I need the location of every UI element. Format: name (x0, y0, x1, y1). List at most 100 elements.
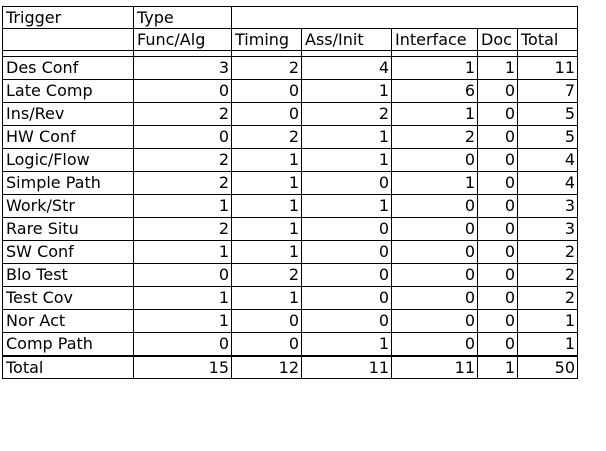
row-label: Test Cov (2, 286, 134, 310)
row-value: 1 (391, 102, 478, 126)
row-value: 2 (231, 56, 302, 80)
header-interface: Interface (391, 28, 478, 51)
row-value: 4 (517, 171, 578, 195)
row-value: 0 (391, 263, 478, 287)
row-label: SW Conf (2, 240, 134, 264)
header-ass-init: Ass/Init (301, 28, 392, 51)
row-value: 1 (391, 171, 478, 195)
row-value: 5 (517, 102, 578, 126)
table-row: Nor Act 1 0 0 0 0 1 (2, 309, 578, 333)
total-value: 50 (517, 355, 578, 379)
row-value: 0 (477, 148, 518, 172)
row-value: 5 (517, 125, 578, 149)
row-value: 0 (477, 263, 518, 287)
row-label: Comp Path (2, 332, 134, 357)
row-value: 0 (133, 79, 232, 103)
table-row: Ins/Rev 2 0 2 1 0 5 (2, 102, 578, 126)
row-value: 0 (301, 217, 392, 241)
total-value: 15 (133, 355, 232, 379)
row-value: 1 (517, 309, 578, 333)
row-value: 2 (133, 171, 232, 195)
header-row-2: Func/Alg Timing Ass/Init Interface Doc Total (2, 28, 578, 51)
row-value: 1 (231, 171, 302, 195)
header-trigger: Trigger (2, 6, 134, 29)
row-value: 7 (517, 79, 578, 103)
row-value: 2 (517, 286, 578, 310)
row-label: Logic/Flow (2, 148, 134, 172)
table-row: Late Comp 0 0 1 6 0 7 (2, 79, 578, 103)
row-value: 0 (391, 217, 478, 241)
header-blank (231, 6, 578, 29)
row-value: 1 (391, 56, 478, 80)
total-value: 11 (391, 355, 478, 379)
trigger-type-table: Trigger Type Func/Alg Timing Ass/Init Interfa… (2, 6, 578, 379)
table-row: Test Cov 1 1 0 0 0 2 (2, 286, 578, 310)
header-type: Type (133, 6, 232, 29)
row-value: 0 (231, 102, 302, 126)
header-timing: Timing (231, 28, 302, 51)
row-value: 2 (133, 148, 232, 172)
row-label: Rare Situ (2, 217, 134, 241)
row-label: HW Conf (2, 125, 134, 149)
row-value: 1 (231, 194, 302, 218)
row-value: 0 (477, 125, 518, 149)
row-value: 6 (391, 79, 478, 103)
total-row: Total 15 12 11 11 1 50 (2, 355, 578, 379)
row-value: 0 (477, 102, 518, 126)
row-value: 1 (301, 194, 392, 218)
row-label: Des Conf (2, 56, 134, 80)
row-value: 0 (301, 263, 392, 287)
row-value: 2 (391, 125, 478, 149)
total-value: 1 (477, 355, 518, 379)
row-value: 2 (231, 263, 302, 287)
row-value: 0 (231, 79, 302, 103)
row-value: 1 (477, 56, 518, 80)
header-empty (2, 28, 134, 51)
table-row: HW Conf 0 2 1 2 0 5 (2, 125, 578, 149)
row-value: 0 (477, 240, 518, 264)
row-value: 0 (301, 240, 392, 264)
header-separator (2, 50, 578, 57)
table-row: Blo Test 0 2 0 0 0 2 (2, 263, 578, 287)
row-value: 0 (477, 194, 518, 218)
table-row: Rare Situ 2 1 0 0 0 3 (2, 217, 578, 241)
row-label: Work/Str (2, 194, 134, 218)
row-value: 4 (517, 148, 578, 172)
row-value: 1 (301, 332, 392, 357)
row-value: 0 (477, 79, 518, 103)
row-value: 0 (391, 332, 478, 357)
row-label: Late Comp (2, 79, 134, 103)
row-value: 0 (391, 286, 478, 310)
row-value: 2 (133, 217, 232, 241)
row-value: 1 (133, 240, 232, 264)
total-value: 12 (231, 355, 302, 379)
row-value: 2 (133, 102, 232, 126)
row-value: 2 (301, 102, 392, 126)
row-value: 2 (517, 263, 578, 287)
row-value: 11 (517, 56, 578, 80)
table-row: SW Conf 1 1 0 0 0 2 (2, 240, 578, 264)
row-value: 4 (301, 56, 392, 80)
row-value: 2 (517, 240, 578, 264)
row-value: 0 (133, 263, 232, 287)
row-value: 1 (301, 79, 392, 103)
table-row: Comp Path 0 0 1 0 0 1 (2, 332, 578, 357)
row-value: 0 (301, 286, 392, 310)
row-value: 0 (391, 240, 478, 264)
table-row: Simple Path 2 1 0 1 0 4 (2, 171, 578, 195)
header-doc: Doc (477, 28, 518, 51)
row-value: 0 (301, 309, 392, 333)
header-row-1: Trigger Type (2, 6, 578, 29)
row-value: 1 (133, 194, 232, 218)
table-row: Logic/Flow 2 1 1 0 0 4 (2, 148, 578, 172)
row-value: 0 (133, 332, 232, 357)
row-value: 0 (231, 309, 302, 333)
header-total: Total (517, 28, 578, 51)
total-value: 11 (301, 355, 392, 379)
row-label: Simple Path (2, 171, 134, 195)
table-row: Des Conf 3 2 4 1 1 11 (2, 56, 578, 80)
table-row: Work/Str 1 1 1 0 0 3 (2, 194, 578, 218)
header-func-alg: Func/Alg (133, 28, 232, 51)
row-label: Nor Act (2, 309, 134, 333)
row-value: 1 (517, 332, 578, 357)
